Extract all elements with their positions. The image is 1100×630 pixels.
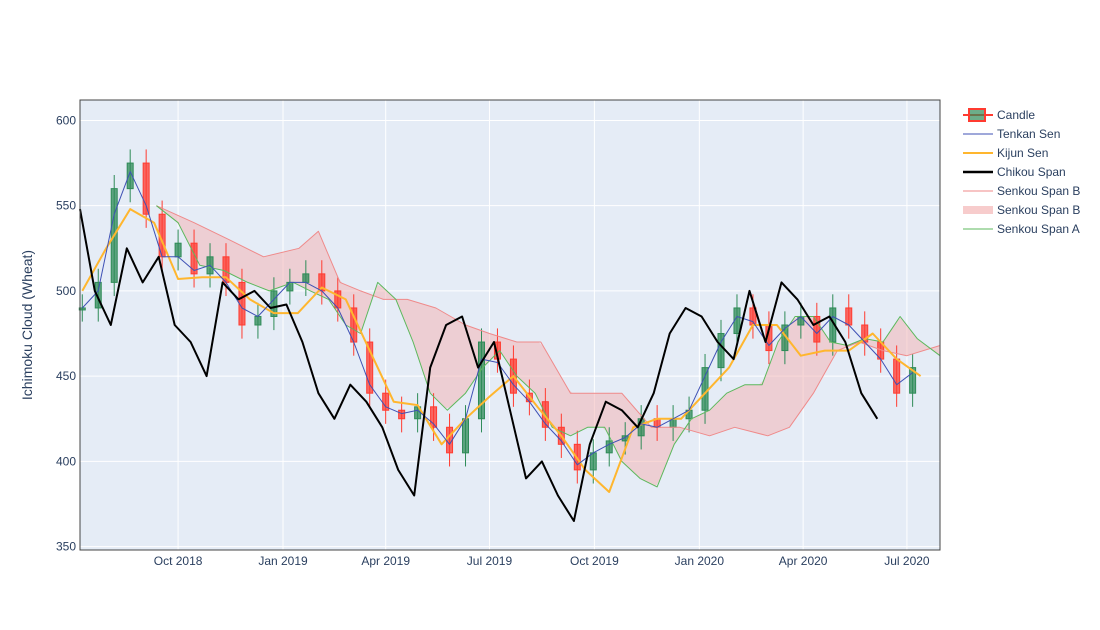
- y-tick-label: 450: [56, 369, 76, 383]
- legend-label: Senkou Span B: [997, 184, 1080, 198]
- tenkan-sen-line: [81, 171, 913, 466]
- y-tick-label: 600: [56, 113, 76, 127]
- senkou-span-b-line: [156, 205, 941, 437]
- legend-item-chikou[interactable]: Chikou Span: [963, 165, 1066, 179]
- candle-body: [142, 162, 150, 215]
- legend-label: Tenkan Sen: [997, 127, 1060, 141]
- legend-item-senkou-a[interactable]: Senkou Span A: [963, 222, 1080, 236]
- indicator-lines: [79, 171, 941, 522]
- candle-body: [270, 290, 278, 317]
- candle-body: [366, 341, 374, 394]
- x-tick-label: Apr 2019: [361, 554, 410, 568]
- candle-body: [909, 367, 917, 394]
- senkou-span-a-line: [156, 205, 941, 488]
- legend-item-candle[interactable]: Candle: [963, 108, 1035, 122]
- legend[interactable]: Candle Tenkan Sen Kijun Sen Chikou Span Senk…: [963, 108, 1080, 236]
- cloud-layer: [156, 205, 940, 487]
- legend-item-kijun[interactable]: Kijun Sen: [963, 146, 1048, 160]
- legend-label: Candle: [997, 108, 1035, 122]
- legend-swatch: [963, 206, 993, 214]
- y-tick-label: 350: [56, 540, 76, 554]
- x-tick-label: Jan 2019: [258, 554, 308, 568]
- candle-body: [382, 392, 390, 411]
- candle-body: [701, 367, 709, 411]
- legend-label: Senkou Span B: [997, 203, 1080, 217]
- candle-body: [813, 315, 821, 343]
- legend-item-senkou-b[interactable]: Senkou Span B: [963, 184, 1080, 198]
- candle-body: [126, 162, 134, 190]
- y-axis-label: Ichimoku Cloud (Wheat): [19, 250, 35, 400]
- cloud-fill: [156, 205, 940, 487]
- x-tick-label: Jan 2020: [675, 554, 725, 568]
- candle-body: [717, 333, 725, 369]
- legend-label: Chikou Span: [997, 165, 1066, 179]
- legend-item-cloud[interactable]: Senkou Span B: [963, 203, 1080, 217]
- legend-swatch: [968, 108, 986, 122]
- kijun-sen-line: [81, 208, 922, 493]
- x-tick-label: Apr 2020: [779, 554, 828, 568]
- candle-body: [398, 409, 406, 420]
- candle-body: [477, 341, 485, 420]
- candle-body: [190, 242, 198, 275]
- candle-body: [302, 273, 310, 283]
- y-tick-label: 550: [56, 199, 76, 213]
- chikou-span-line: [79, 208, 879, 522]
- candle-body: [430, 406, 438, 428]
- plot-frame: [79, 99, 941, 551]
- x-tick-label: Oct 2019: [570, 554, 619, 568]
- y-tick-label: 400: [56, 454, 76, 468]
- legend-label: Kijun Sen: [997, 146, 1048, 160]
- legend-item-tenkan[interactable]: Tenkan Sen: [963, 127, 1060, 141]
- candle-body: [462, 418, 470, 454]
- candle-body: [893, 358, 901, 394]
- candle-body: [254, 315, 262, 326]
- x-tick-label: Jul 2019: [467, 554, 513, 568]
- x-tick-label: Jul 2020: [884, 554, 930, 568]
- x-tick-label: Oct 2018: [154, 554, 203, 568]
- x-axis-ticks: Oct 2018 Jan 2019 Apr 2019 Jul 2019 Oct 2019…: [154, 554, 930, 568]
- candle-body: [174, 242, 182, 258]
- y-axis-ticks: 350 400 450 500 550 600: [56, 113, 76, 553]
- candle-body: [589, 452, 597, 471]
- y-tick-label: 500: [56, 284, 76, 298]
- legend-label: Senkou Span A: [997, 222, 1080, 236]
- candle-body: [845, 307, 853, 326]
- candle-body: [605, 440, 613, 454]
- candle-body: [94, 281, 102, 309]
